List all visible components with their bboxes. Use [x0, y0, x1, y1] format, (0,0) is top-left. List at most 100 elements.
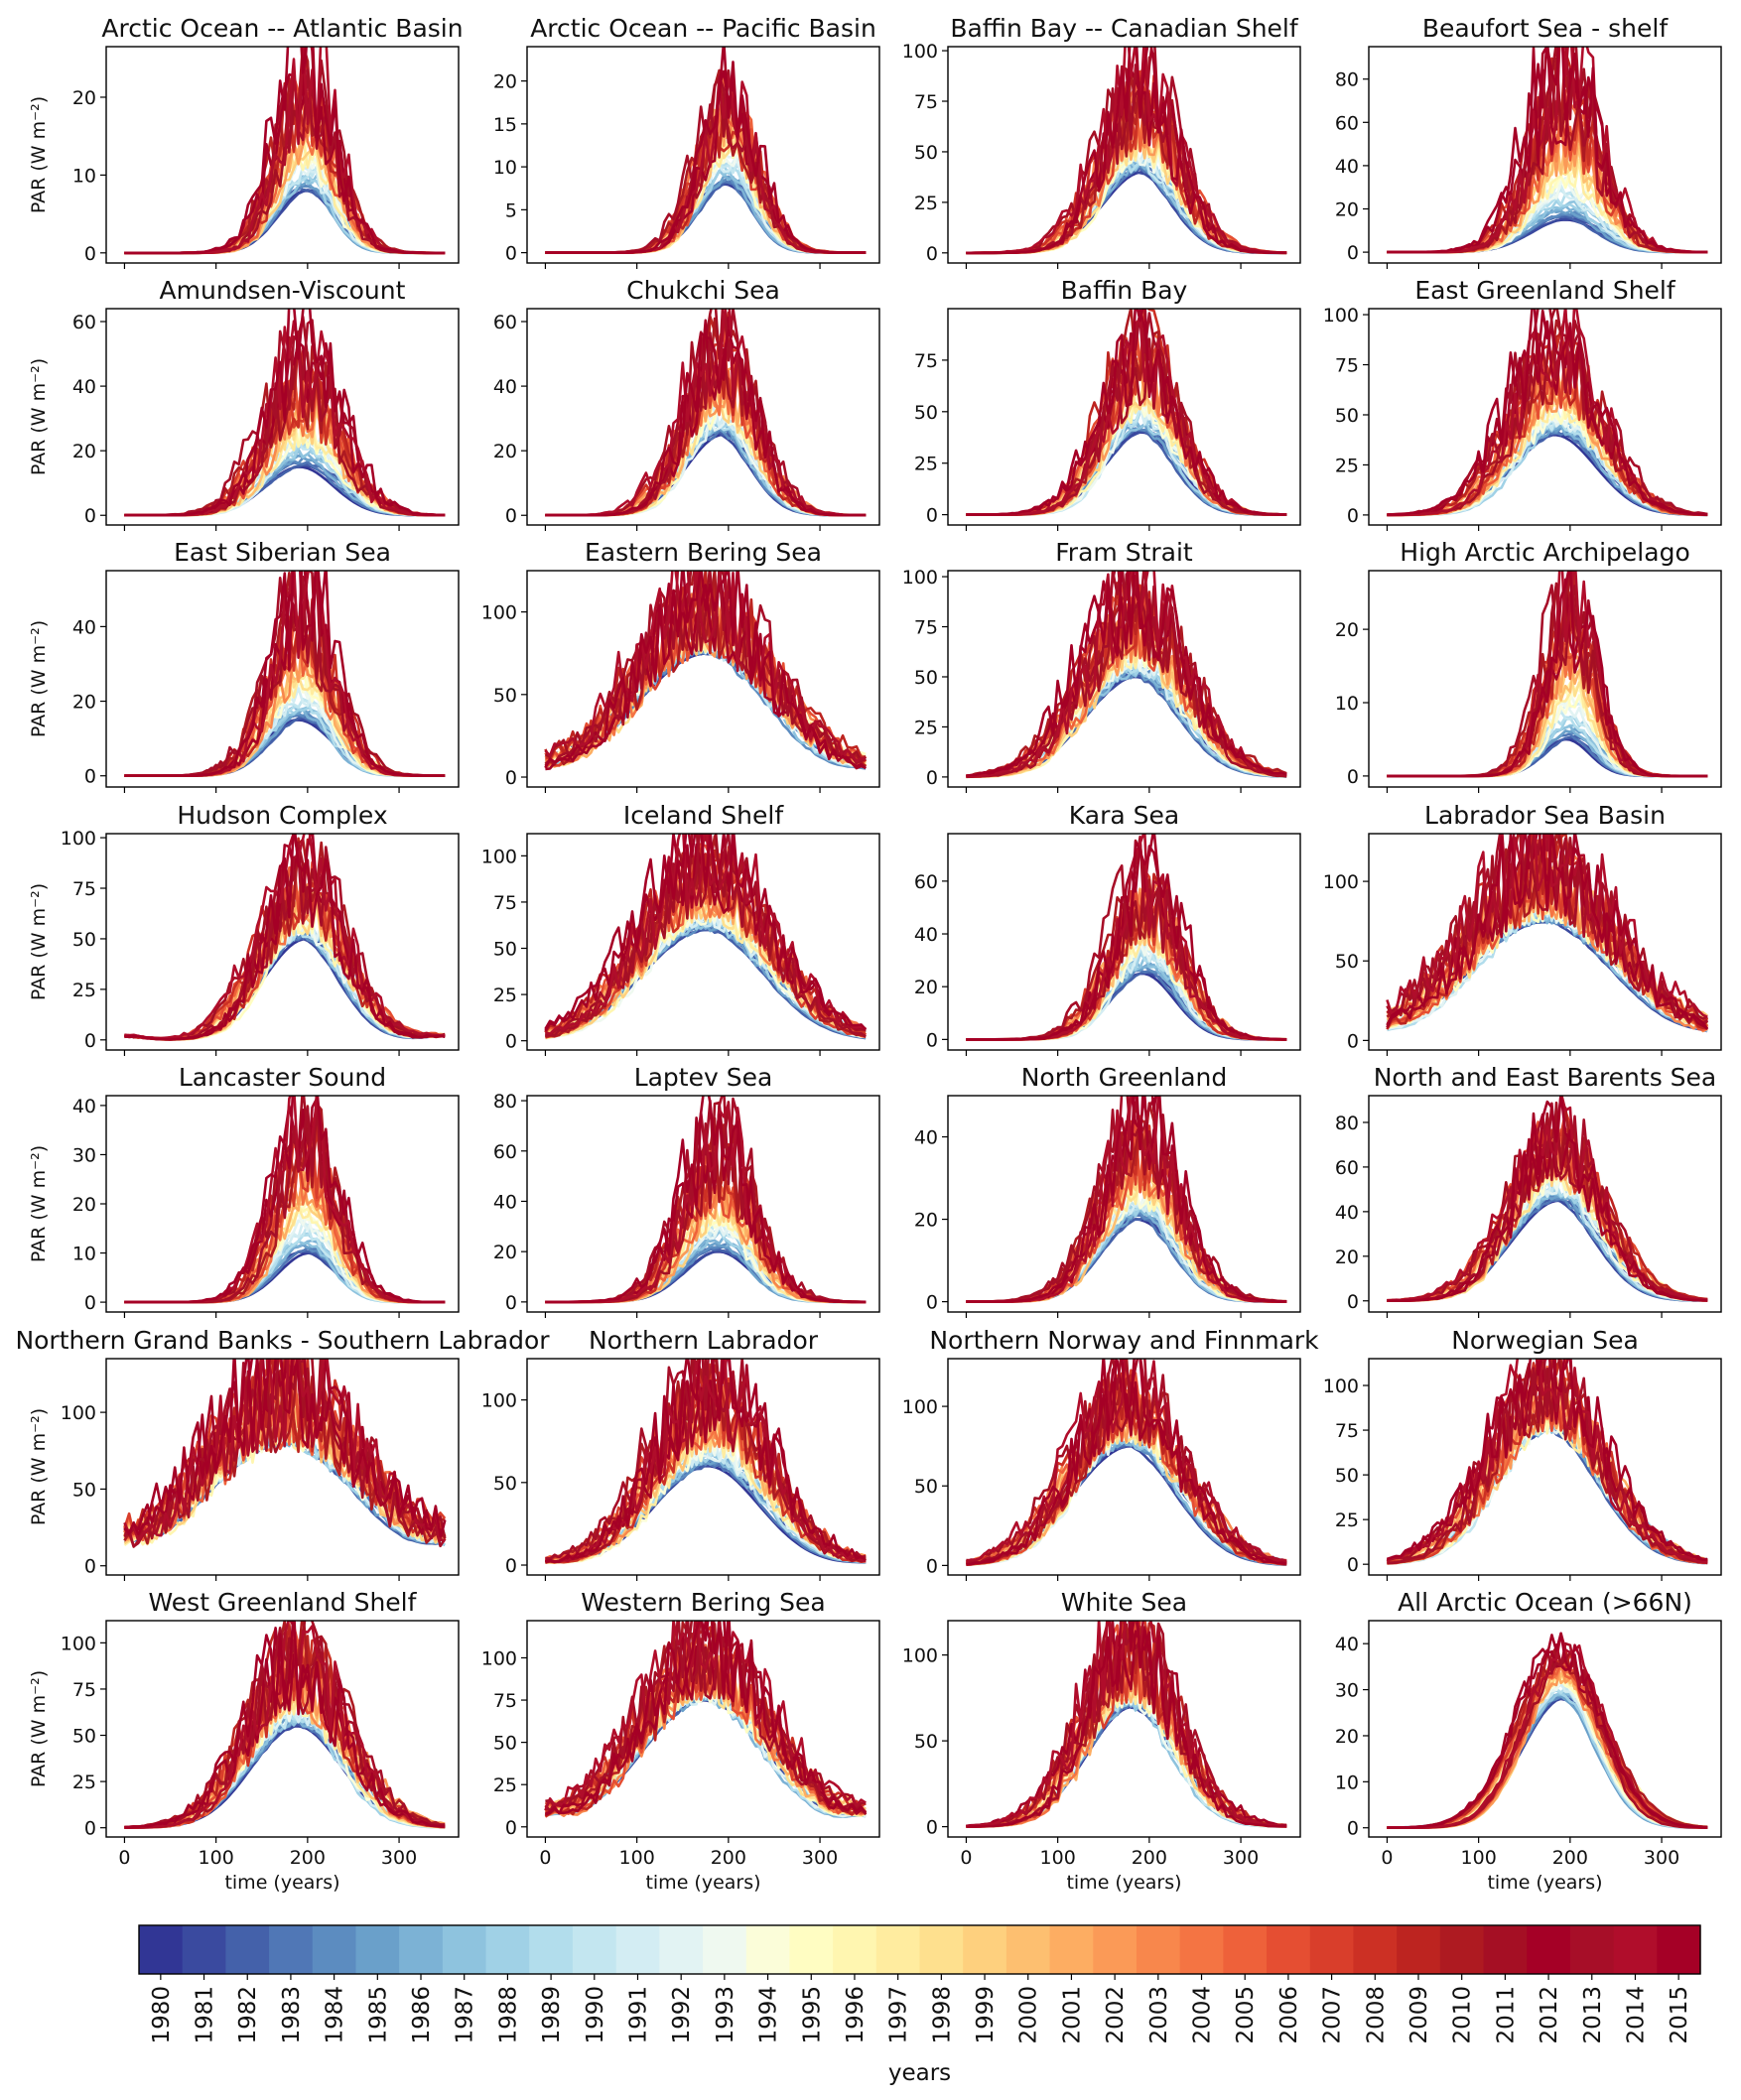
series-group [966, 47, 1287, 255]
panel-title: Arctic Ocean -- Pacific Basin [530, 14, 876, 43]
y-tick-label: 20 [493, 71, 517, 93]
colorbar-swatch-2008 [1353, 1925, 1398, 1974]
panel-grid: Arctic Ocean -- Atlantic Basin 0 10 20 PAR (… [15, 14, 1722, 1894]
axes-frame [947, 1358, 1301, 1576]
panel-22: Northern Labrador 0 50 100 [481, 1326, 880, 1581]
colorbar-tick-label: 1998 [929, 1986, 955, 2044]
series-line-2013 [545, 309, 867, 517]
axes-frame [947, 833, 1301, 1051]
series-line-2015 [123, 1359, 447, 1538]
colorbar-tick-label: 2002 [1103, 1986, 1129, 2044]
y-tick-label: 20 [1335, 1726, 1359, 1748]
series-line-2015 [1387, 1632, 1708, 1829]
series-line-2014 [544, 571, 867, 763]
series-line-1982 [1387, 1696, 1708, 1829]
series-line-2013 [545, 1359, 867, 1560]
y-tick-label: 25 [72, 980, 96, 1001]
panel-16: Labrador Sea Basin 0 50 100 [1323, 801, 1722, 1056]
y-tick-label: 100 [481, 846, 517, 867]
series-group [124, 1096, 446, 1304]
series-line-2009 [966, 1621, 1287, 1828]
series-line-2013 [545, 834, 867, 1038]
y-tick-label: 25 [72, 1772, 96, 1793]
y-axis-label: PAR (W m⁻²) [28, 1670, 50, 1787]
y-axis-label: PAR (W m⁻²) [28, 1145, 50, 1262]
panel-title: North Greenland [1021, 1063, 1228, 1092]
y-tick-label: 50 [493, 1733, 517, 1755]
y-tick-label: 50 [1335, 951, 1359, 973]
series-group [545, 47, 867, 254]
series-line-2015 [124, 47, 446, 255]
y-tick-label: 100 [481, 1390, 517, 1412]
series-group [1386, 1359, 1708, 1565]
series-line-2015 [966, 47, 1287, 255]
series-line-1987 [1387, 1691, 1708, 1829]
series-line-2015 [545, 1096, 867, 1304]
series-line-1986 [966, 160, 1287, 255]
series-line-2015 [966, 1096, 1287, 1303]
series-line-2015 [545, 1359, 868, 1563]
panel-23: Northern Norway and Finnmark 0 50 100 [902, 1326, 1319, 1581]
y-tick-label: 50 [914, 402, 938, 424]
colorbar-swatch-1991 [615, 1925, 660, 1974]
axes-frame [526, 1620, 880, 1838]
series-group [966, 1621, 1287, 1828]
series-line-1981 [545, 1249, 867, 1304]
series-line-2015 [1386, 834, 1709, 1030]
series-line-2015 [124, 834, 446, 1041]
axes-frame [105, 1620, 460, 1838]
series-line-1984 [1387, 1695, 1708, 1829]
panel-title: Baffin Bay -- Canadian Shelf [950, 14, 1299, 43]
y-tick-label: 50 [72, 929, 96, 951]
colorbar-tick-label: 1980 [149, 1986, 175, 2044]
y-tick-label: 20 [1335, 1247, 1359, 1268]
y-tick-label: 75 [914, 91, 938, 113]
colorbar-tick-label: 2008 [1363, 1986, 1389, 2044]
panel-title: Beaufort Sea - shelf [1422, 14, 1670, 43]
panel-title: North and East Barents Sea [1374, 1063, 1717, 1092]
x-axis-label: time (years) [1487, 1872, 1602, 1894]
y-tick-label: 25 [1335, 1509, 1359, 1531]
series-line-2003 [124, 620, 446, 778]
series-line-1980 [545, 1249, 867, 1304]
y-tick-label: 40 [493, 1191, 517, 1213]
colorbar-tick-label: 2009 [1406, 1986, 1432, 2044]
colorbar-tick-label: 1987 [453, 1986, 478, 2044]
panel-title: East Siberian Sea [174, 538, 391, 567]
y-tick-label: 30 [72, 1144, 96, 1166]
colorbar-tick-label: 1985 [365, 1986, 391, 2044]
panel-title: Labrador Sea Basin [1424, 801, 1666, 830]
colorbar-tick-label: 1984 [323, 1986, 348, 2044]
x-tick-label: 0 [1381, 1847, 1393, 1869]
y-tick-label: 0 [84, 1556, 96, 1578]
colorbar-frame [138, 1924, 1701, 1975]
y-tick-label: 0 [505, 1555, 517, 1577]
colorbar-tick-label: 2003 [1146, 1986, 1172, 2044]
y-tick-label: 40 [72, 616, 96, 638]
x-tick-label: 0 [539, 1847, 551, 1869]
y-tick-label: 75 [72, 1679, 96, 1701]
colorbar-tick-label: 1992 [669, 1986, 695, 2044]
y-tick-label: 20 [914, 977, 938, 998]
panel-12: High Arctic Archipelago 0 10 20 [1335, 538, 1722, 793]
panel-11: Fram Strait 0 25 50 75 100 [902, 538, 1301, 793]
colorbar-tick-label: 2001 [1059, 1986, 1085, 2044]
series-line-2013 [966, 571, 1287, 779]
colorbar-swatch-1994 [745, 1925, 791, 1974]
colorbar-swatch-2005 [1223, 1925, 1268, 1974]
panel-9: East Siberian Sea 0 20 40 PAR (W m⁻²) [28, 538, 460, 793]
panel-title: Amundsen-Viscount [160, 276, 406, 305]
series-line-1987 [966, 955, 1287, 1041]
x-tick-label: 100 [1461, 1847, 1497, 1869]
series-group [544, 834, 868, 1040]
panel-7: Baffin Bay 0 25 50 75 [914, 276, 1301, 531]
x-tick-label: 0 [118, 1847, 130, 1869]
series-group [544, 1621, 868, 1818]
x-tick-label: 300 [381, 1847, 417, 1869]
series-line-1989 [966, 1688, 1287, 1828]
y-tick-label: 100 [902, 1396, 938, 1418]
y-tick-label: 75 [1335, 1420, 1359, 1442]
axes-frame [1368, 46, 1722, 264]
series-line-1988 [1387, 199, 1708, 254]
colorbar-tick-label: 2006 [1276, 1986, 1302, 2044]
